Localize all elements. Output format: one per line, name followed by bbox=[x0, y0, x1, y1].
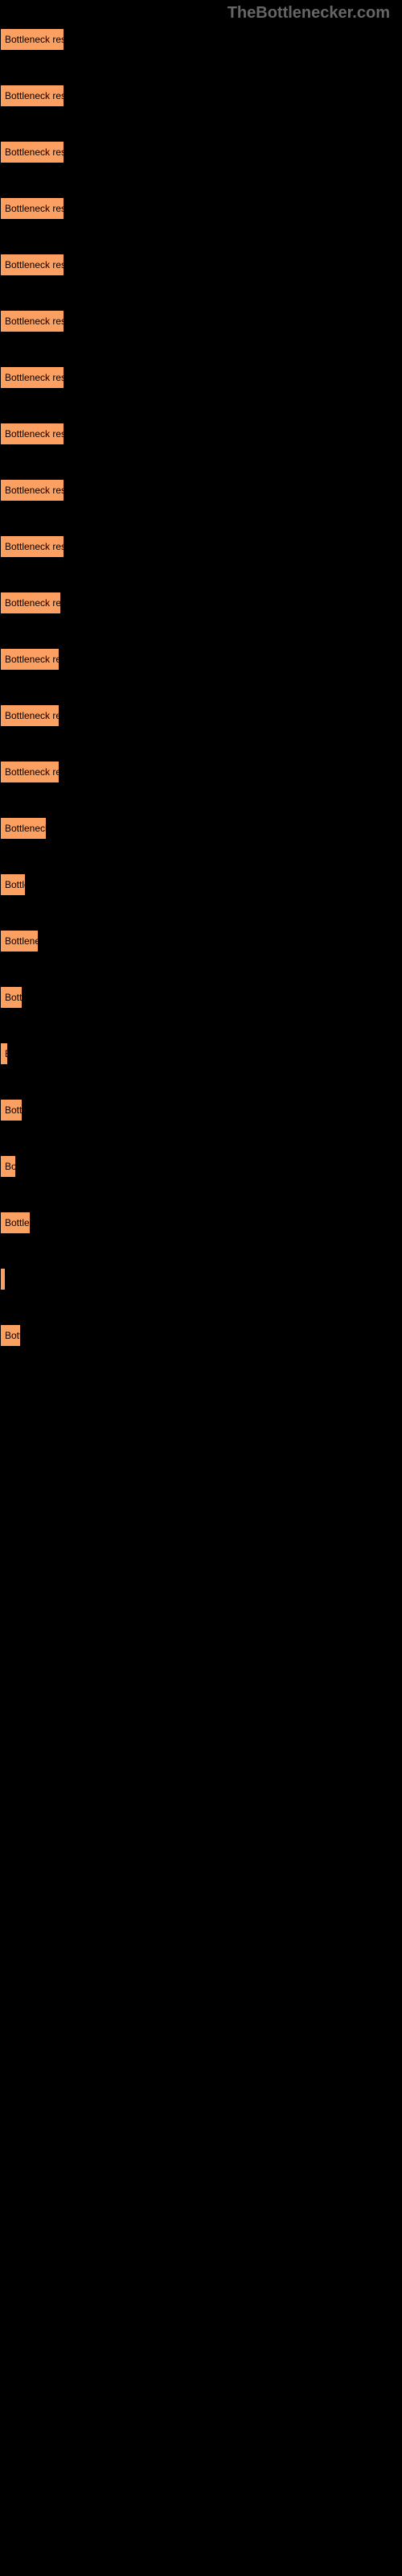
bar-row: Bottleneck result bbox=[0, 85, 402, 109]
bar: Bottleneck result bbox=[0, 1155, 16, 1178]
bar: Bottleneck result bbox=[0, 197, 64, 220]
bar-row: Bottleneck result bbox=[0, 1212, 402, 1236]
bar: Bottleneck result bbox=[0, 648, 59, 671]
bar: Bottleneck result bbox=[0, 535, 64, 558]
bar-row: Bottleneck result bbox=[0, 930, 402, 954]
bar: Bottleneck result bbox=[0, 1099, 23, 1121]
bar: Bottleneck result bbox=[0, 873, 26, 896]
bar-row: Bottleneck result bbox=[0, 141, 402, 165]
bar-row: Bottleneck result bbox=[0, 1155, 402, 1179]
bar: Bottleneck result bbox=[0, 817, 47, 840]
bar: Bottleneck result bbox=[0, 986, 23, 1009]
bar-row: Bottleneck result bbox=[0, 761, 402, 785]
bar-row: Bottleneck result bbox=[0, 592, 402, 616]
bar-row: Bottleneck result bbox=[0, 423, 402, 447]
bar-row: Bottleneck result bbox=[0, 1042, 402, 1067]
bar-row: Bottleneck result bbox=[0, 535, 402, 559]
bar-row: Bottleneck result bbox=[0, 1268, 402, 1292]
bar: Bottleneck result bbox=[0, 1212, 31, 1234]
bar-row: Bottleneck result bbox=[0, 1324, 402, 1348]
bar-row: Bottleneck result bbox=[0, 817, 402, 841]
bar: Bottleneck result bbox=[0, 423, 64, 445]
bar-row: Bottleneck result bbox=[0, 648, 402, 672]
bar: Bottleneck result bbox=[0, 1268, 6, 1290]
bar-row: Bottleneck result bbox=[0, 197, 402, 221]
bar-row: Bottleneck result bbox=[0, 873, 402, 898]
bar-row: Bottleneck result bbox=[0, 704, 402, 729]
bar: Bottleneck result bbox=[0, 141, 64, 163]
bar-row: Bottleneck result bbox=[0, 28, 402, 52]
bar-row: Bottleneck result bbox=[0, 254, 402, 278]
bar: Bottleneck result bbox=[0, 85, 64, 107]
bar: Bottleneck result bbox=[0, 310, 64, 332]
bar: Bottleneck result bbox=[0, 930, 39, 952]
bar: Bottleneck result bbox=[0, 1324, 21, 1347]
bar: Bottleneck result bbox=[0, 28, 64, 51]
bar-row: Bottleneck result bbox=[0, 479, 402, 503]
bar-row: Bottleneck result bbox=[0, 366, 402, 390]
bar: Bottleneck result bbox=[0, 254, 64, 276]
bar: Bottleneck result bbox=[0, 704, 59, 727]
bar-row: Bottleneck result bbox=[0, 986, 402, 1010]
bar: Bottleneck result bbox=[0, 761, 59, 783]
bar: Bottleneck result bbox=[0, 366, 64, 389]
bar-row: Bottleneck result bbox=[0, 1099, 402, 1123]
chart-container: Bottleneck result Bottleneck result Bottle… bbox=[0, 0, 402, 1348]
bar: Bottleneck result bbox=[0, 592, 61, 614]
bar: Bottleneck result bbox=[0, 479, 64, 502]
bar: Bottleneck result bbox=[0, 1042, 8, 1065]
bar-row: Bottleneck result bbox=[0, 310, 402, 334]
